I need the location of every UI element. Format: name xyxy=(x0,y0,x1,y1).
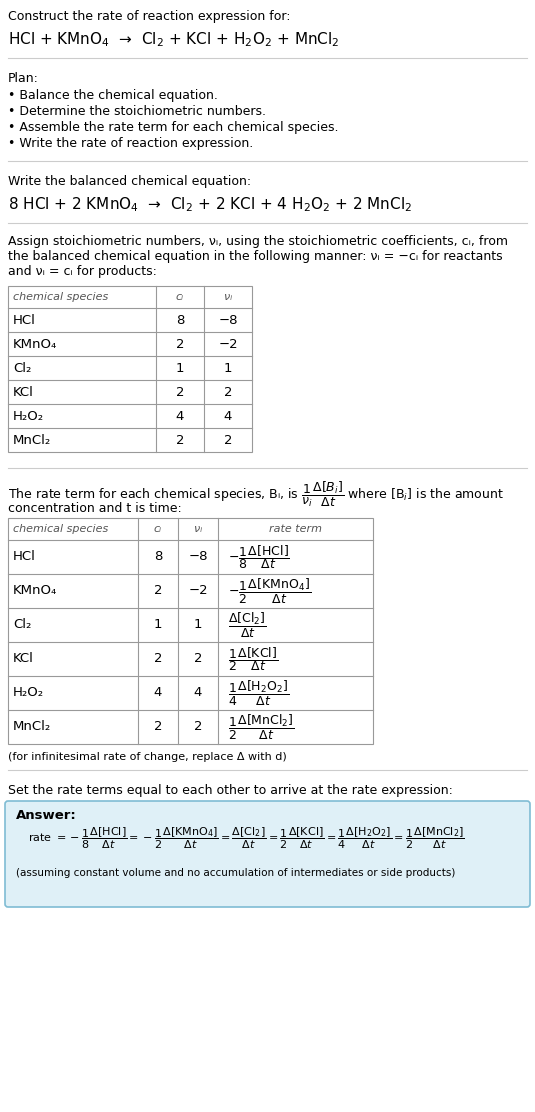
Text: cᵢ: cᵢ xyxy=(176,292,184,302)
Text: HCl + KMnO$_4$  →  Cl$_2$ + KCl + H$_2$O$_2$ + MnCl$_2$: HCl + KMnO$_4$ → Cl$_2$ + KCl + H$_2$O$_… xyxy=(8,30,340,49)
Text: Set the rate terms equal to each other to arrive at the rate expression:: Set the rate terms equal to each other t… xyxy=(8,784,453,797)
Text: KMnO₄: KMnO₄ xyxy=(13,585,57,597)
Text: 2: 2 xyxy=(194,721,202,734)
Text: chemical species: chemical species xyxy=(13,524,108,534)
Text: • Balance the chemical equation.: • Balance the chemical equation. xyxy=(8,89,218,102)
Text: 4: 4 xyxy=(176,409,184,423)
Text: rate $= -\dfrac{1}{8}\dfrac{\Delta[\mathrm{HCl}]}{\Delta t} = -\dfrac{1}{2}\dfra: rate $= -\dfrac{1}{8}\dfrac{\Delta[\math… xyxy=(28,826,465,852)
Text: • Determine the stoichiometric numbers.: • Determine the stoichiometric numbers. xyxy=(8,105,266,118)
Text: (assuming constant volume and no accumulation of intermediates or side products): (assuming constant volume and no accumul… xyxy=(16,868,455,878)
Text: • Assemble the rate term for each chemical species.: • Assemble the rate term for each chemic… xyxy=(8,121,339,135)
Text: 4: 4 xyxy=(194,686,202,699)
Text: 1: 1 xyxy=(154,618,162,632)
Text: KCl: KCl xyxy=(13,653,34,665)
Text: νᵢ: νᵢ xyxy=(194,524,202,534)
Text: 2: 2 xyxy=(224,434,232,447)
Text: 2: 2 xyxy=(194,653,202,665)
Text: $\dfrac{1}{4}\dfrac{\Delta[\mathrm{H_2O_2}]}{\Delta t}$: $\dfrac{1}{4}\dfrac{\Delta[\mathrm{H_2O_… xyxy=(228,678,289,707)
Text: chemical species: chemical species xyxy=(13,292,108,302)
Text: Cl₂: Cl₂ xyxy=(13,361,32,375)
Text: HCl: HCl xyxy=(13,314,36,327)
Text: 1: 1 xyxy=(194,618,202,632)
Text: 4: 4 xyxy=(154,686,162,699)
Text: 2: 2 xyxy=(154,653,162,665)
Bar xyxy=(8,518,373,744)
Text: The rate term for each chemical species, Bᵢ, is $\dfrac{1}{\nu_i}\dfrac{\Delta[B: The rate term for each chemical species,… xyxy=(8,480,504,509)
Text: 1: 1 xyxy=(176,361,184,375)
Text: HCl: HCl xyxy=(13,550,36,564)
Text: −8: −8 xyxy=(218,314,238,327)
Text: MnCl₂: MnCl₂ xyxy=(13,721,51,734)
Text: Answer:: Answer: xyxy=(16,810,77,822)
Text: KMnO₄: KMnO₄ xyxy=(13,338,57,350)
Text: 2: 2 xyxy=(224,386,232,398)
Text: 2: 2 xyxy=(154,721,162,734)
Text: 8: 8 xyxy=(154,550,162,564)
Text: H₂O₂: H₂O₂ xyxy=(13,686,44,699)
Text: 4: 4 xyxy=(224,409,232,423)
FancyBboxPatch shape xyxy=(5,801,530,907)
Text: 8 HCl + 2 KMnO$_4$  →  Cl$_2$ + 2 KCl + 4 H$_2$O$_2$ + 2 MnCl$_2$: 8 HCl + 2 KMnO$_4$ → Cl$_2$ + 2 KCl + 4 … xyxy=(8,195,412,214)
Text: • Write the rate of reaction expression.: • Write the rate of reaction expression. xyxy=(8,137,253,150)
Text: $\dfrac{1}{2}\dfrac{\Delta[\mathrm{KCl}]}{\Delta t}$: $\dfrac{1}{2}\dfrac{\Delta[\mathrm{KCl}]… xyxy=(228,645,278,673)
Text: νᵢ: νᵢ xyxy=(224,292,232,302)
Text: (for infinitesimal rate of change, replace Δ with d): (for infinitesimal rate of change, repla… xyxy=(8,752,287,762)
Text: 8: 8 xyxy=(176,314,184,327)
Text: H₂O₂: H₂O₂ xyxy=(13,409,44,423)
Bar xyxy=(8,286,252,451)
Text: $\dfrac{1}{2}\dfrac{\Delta[\mathrm{MnCl_2}]}{\Delta t}$: $\dfrac{1}{2}\dfrac{\Delta[\mathrm{MnCl_… xyxy=(228,713,295,742)
Text: rate term: rate term xyxy=(269,524,322,534)
Text: Write the balanced chemical equation:: Write the balanced chemical equation: xyxy=(8,175,251,188)
Text: 2: 2 xyxy=(176,434,184,447)
Text: 2: 2 xyxy=(176,386,184,398)
Text: −8: −8 xyxy=(188,550,208,564)
Text: $-\dfrac{1}{8}\dfrac{\Delta[\mathrm{HCl}]}{\Delta t}$: $-\dfrac{1}{8}\dfrac{\Delta[\mathrm{HCl}… xyxy=(228,543,290,570)
Text: concentration and t is time:: concentration and t is time: xyxy=(8,502,182,515)
Text: 2: 2 xyxy=(154,585,162,597)
Text: 2: 2 xyxy=(176,338,184,350)
Text: $\dfrac{\Delta[\mathrm{Cl_2}]}{\Delta t}$: $\dfrac{\Delta[\mathrm{Cl_2}]}{\Delta t}… xyxy=(228,610,266,639)
Text: the balanced chemical equation in the following manner: νᵢ = −cᵢ for reactants: the balanced chemical equation in the fo… xyxy=(8,250,502,264)
Text: MnCl₂: MnCl₂ xyxy=(13,434,51,447)
Text: Plan:: Plan: xyxy=(8,72,39,85)
Text: Construct the rate of reaction expression for:: Construct the rate of reaction expressio… xyxy=(8,10,291,23)
Text: Cl₂: Cl₂ xyxy=(13,618,32,632)
Text: 1: 1 xyxy=(224,361,232,375)
Text: cᵢ: cᵢ xyxy=(154,524,162,534)
Text: $-\dfrac{1}{2}\dfrac{\Delta[\mathrm{KMnO_4}]}{\Delta t}$: $-\dfrac{1}{2}\dfrac{\Delta[\mathrm{KMnO… xyxy=(228,576,311,606)
Text: Assign stoichiometric numbers, νᵢ, using the stoichiometric coefficients, cᵢ, fr: Assign stoichiometric numbers, νᵢ, using… xyxy=(8,235,508,248)
Text: and νᵢ = cᵢ for products:: and νᵢ = cᵢ for products: xyxy=(8,265,157,278)
Text: −2: −2 xyxy=(188,585,208,597)
Text: KCl: KCl xyxy=(13,386,34,398)
Text: −2: −2 xyxy=(218,338,238,350)
